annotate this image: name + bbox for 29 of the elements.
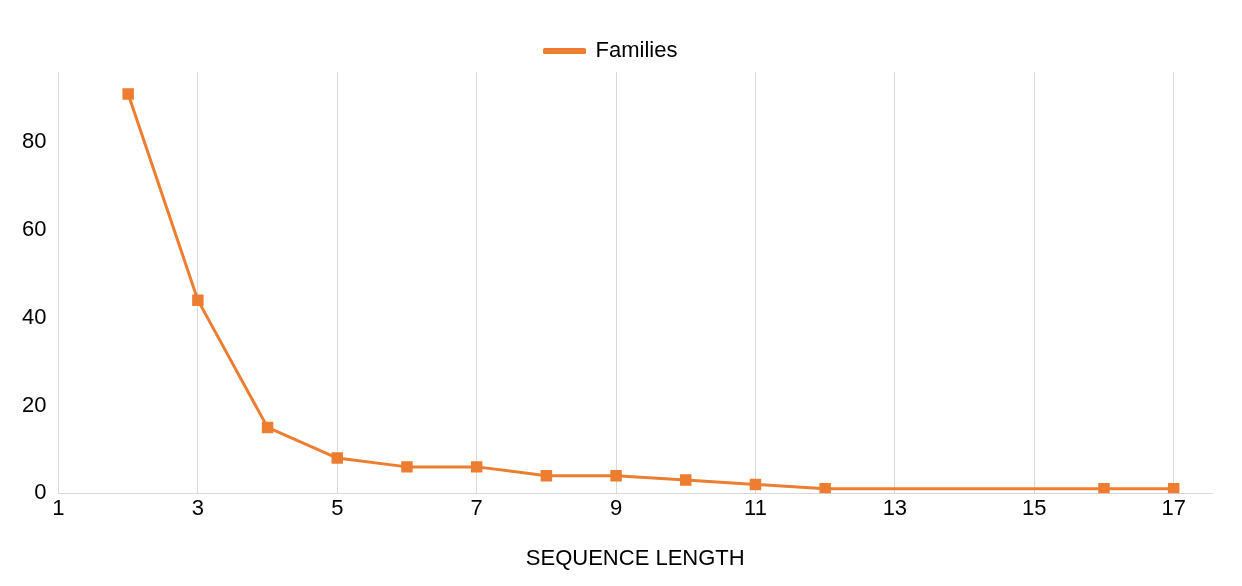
point bbox=[192, 294, 204, 306]
point bbox=[749, 478, 762, 491]
point bbox=[540, 469, 553, 482]
x-tick-label: 13 bbox=[882, 495, 908, 521]
x-tick-label: 3 bbox=[191, 495, 204, 521]
x-tick-label: 5 bbox=[331, 495, 344, 521]
point bbox=[680, 474, 692, 486]
point bbox=[819, 483, 831, 494]
x-tick-label: 17 bbox=[1161, 495, 1186, 521]
x-tick-label: 7 bbox=[470, 495, 483, 521]
y-tick-label: 60 bbox=[21, 216, 47, 242]
legend-label: Families bbox=[595, 37, 678, 63]
point bbox=[122, 88, 134, 100]
x-axis-title: SEQUENCE LENGTH bbox=[525, 544, 745, 570]
point bbox=[261, 421, 274, 434]
x-tick-label: 11 bbox=[744, 495, 767, 521]
y-tick-label: 0 bbox=[34, 479, 47, 505]
x-tick-label: 15 bbox=[1022, 495, 1047, 521]
y-tick-label: 40 bbox=[21, 303, 47, 329]
point bbox=[1098, 483, 1110, 494]
y-tick-label: 80 bbox=[21, 128, 47, 154]
point bbox=[331, 452, 344, 464]
y-tick-label: 20 bbox=[21, 391, 47, 417]
x-tick-label: 1 bbox=[52, 495, 65, 521]
x-tick-label: 9 bbox=[609, 495, 623, 521]
point bbox=[610, 469, 622, 482]
point bbox=[1167, 483, 1180, 494]
point bbox=[401, 461, 413, 473]
point bbox=[470, 461, 483, 473]
